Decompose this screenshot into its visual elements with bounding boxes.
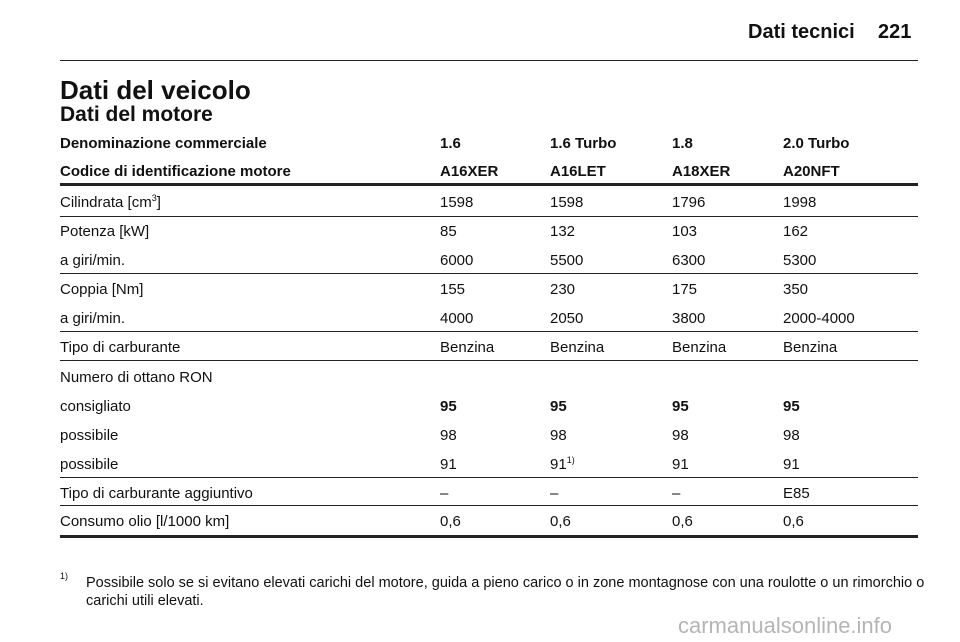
table-rule bbox=[60, 273, 918, 274]
table-cell: 230 bbox=[550, 281, 576, 298]
superscript: 3 bbox=[151, 193, 157, 203]
section-title: Dati tecnici bbox=[748, 21, 855, 43]
table-cell: 95 bbox=[550, 398, 567, 415]
table-cell: 155 bbox=[440, 281, 466, 298]
table-cell: 1.6 Turbo bbox=[550, 135, 617, 152]
footnote-text: Possibile solo se si evitano elevati car… bbox=[86, 575, 925, 609]
table-cell: 98 bbox=[783, 427, 800, 444]
watermark: carmanualsonline.info bbox=[678, 613, 893, 638]
table-cell: E85 bbox=[783, 485, 810, 502]
table-cell: Benzina bbox=[440, 339, 495, 356]
table-cell: 95 bbox=[440, 398, 457, 415]
footnote-marker: 1) bbox=[60, 571, 69, 581]
header-rule bbox=[60, 60, 918, 61]
table-cell: Benzina bbox=[550, 339, 605, 356]
table-cell: 0,6 bbox=[440, 513, 461, 530]
table-cell: 1.8 bbox=[672, 135, 693, 152]
table-cell: consigliato bbox=[60, 398, 131, 415]
title: Dati del veicolo bbox=[60, 75, 251, 105]
table-cell: 5500 bbox=[550, 252, 584, 269]
table-cell: 95 bbox=[672, 398, 689, 415]
table-cell: 0,6 bbox=[550, 513, 571, 530]
table-cell: Numero di ottano RON bbox=[60, 369, 213, 386]
table-rule bbox=[60, 505, 918, 506]
table-rule bbox=[60, 477, 918, 478]
table-rule bbox=[60, 183, 918, 186]
table-cell: 162 bbox=[783, 223, 809, 240]
table-cell: 1598 bbox=[550, 194, 584, 211]
table-cell: – bbox=[440, 485, 449, 502]
table-cell: 98 bbox=[440, 427, 457, 444]
table-cell: 1998 bbox=[783, 194, 817, 211]
table-cell: 1796 bbox=[672, 194, 706, 211]
table-cell: A20NFT bbox=[783, 163, 840, 180]
table-cell: Tipo di carburante bbox=[60, 339, 181, 356]
table-cell: Denominazione commerciale bbox=[60, 135, 267, 152]
table-cell: 1.6 bbox=[440, 135, 461, 152]
table-cell: a giri/min. bbox=[60, 252, 126, 269]
table-cell: possibile bbox=[60, 427, 119, 444]
table-cell: Benzina bbox=[672, 339, 727, 356]
table-cell: 91 bbox=[440, 456, 457, 473]
table-cell: Benzina bbox=[783, 339, 838, 356]
table-rule bbox=[60, 331, 918, 332]
table-cell: 350 bbox=[783, 281, 809, 298]
table-cell: possibile bbox=[60, 456, 119, 473]
table-cell: A16XER bbox=[440, 163, 499, 180]
cell-text: 91 bbox=[550, 456, 567, 473]
superscript: 1) bbox=[566, 455, 575, 465]
table-cell: 4000 bbox=[440, 310, 474, 327]
table-cell: 85 bbox=[440, 223, 457, 240]
table-cell: 98 bbox=[672, 427, 689, 444]
table-cell: 91 bbox=[672, 456, 689, 473]
page-number: 221 bbox=[878, 21, 912, 43]
table-cell: Tipo di carburante aggiuntivo bbox=[60, 485, 253, 502]
table-cell: 6000 bbox=[440, 252, 474, 269]
table-cell: 1598 bbox=[440, 194, 474, 211]
table-cell: 3800 bbox=[672, 310, 706, 327]
table-cell: 0,6 bbox=[672, 513, 693, 530]
table-cell: 0,6 bbox=[783, 513, 804, 530]
cell-text: ] bbox=[156, 194, 161, 211]
table-rule bbox=[60, 535, 918, 538]
table-cell: 2.0 Turbo bbox=[783, 135, 850, 152]
table-cell: Coppia [Nm] bbox=[60, 281, 144, 298]
table-rule bbox=[60, 360, 918, 361]
table-cell: a giri/min. bbox=[60, 310, 126, 327]
table-cell: Cilindrata [cm3] bbox=[60, 193, 161, 211]
table-cell: – bbox=[672, 485, 681, 502]
table-cell: A18XER bbox=[672, 163, 731, 180]
table-cell: 2000-4000 bbox=[783, 310, 855, 327]
table-cell: 95 bbox=[783, 398, 800, 415]
table-cell: Codice di identificazione motore bbox=[60, 163, 291, 180]
table-cell: – bbox=[550, 485, 559, 502]
table-cell: Consumo olio [l/1000 km] bbox=[60, 513, 230, 530]
subtitle: Dati del motore bbox=[60, 103, 213, 126]
table-cell: 103 bbox=[672, 223, 698, 240]
table-cell: 6300 bbox=[672, 252, 706, 269]
table-rule bbox=[60, 216, 918, 217]
table-cell: 98 bbox=[550, 427, 567, 444]
table-cell: 5300 bbox=[783, 252, 817, 269]
table-cell: 175 bbox=[672, 281, 698, 298]
table-cell: 91 bbox=[783, 456, 800, 473]
table-cell: 911) bbox=[550, 455, 575, 473]
table-cell: 132 bbox=[550, 223, 576, 240]
cell-text: Cilindrata [cm bbox=[60, 194, 152, 211]
table-cell: 2050 bbox=[550, 310, 584, 327]
table-cell: A16LET bbox=[550, 163, 606, 180]
table-cell: Potenza [kW] bbox=[60, 223, 150, 240]
